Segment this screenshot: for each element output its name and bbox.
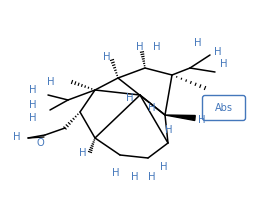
Text: H: H	[29, 100, 36, 110]
Text: Abs: Abs	[215, 103, 233, 113]
Text: H: H	[29, 85, 36, 95]
Text: H: H	[131, 172, 139, 182]
Text: H: H	[103, 52, 111, 62]
Text: H: H	[198, 115, 206, 125]
Text: H: H	[165, 125, 173, 135]
Text: H: H	[136, 42, 144, 52]
Text: O: O	[36, 138, 44, 148]
Text: H: H	[29, 113, 36, 123]
FancyBboxPatch shape	[202, 96, 245, 121]
Text: H: H	[47, 77, 55, 87]
Text: H: H	[153, 42, 160, 52]
Text: H: H	[214, 47, 222, 57]
Text: H: H	[12, 132, 20, 142]
Text: H: H	[112, 168, 120, 178]
Text: H: H	[194, 38, 202, 48]
Text: H: H	[126, 93, 134, 103]
Text: H: H	[148, 103, 155, 113]
Text: H: H	[220, 59, 227, 69]
Text: H: H	[148, 172, 156, 182]
Polygon shape	[165, 115, 195, 121]
Text: H: H	[79, 148, 87, 158]
Text: H: H	[160, 162, 168, 172]
